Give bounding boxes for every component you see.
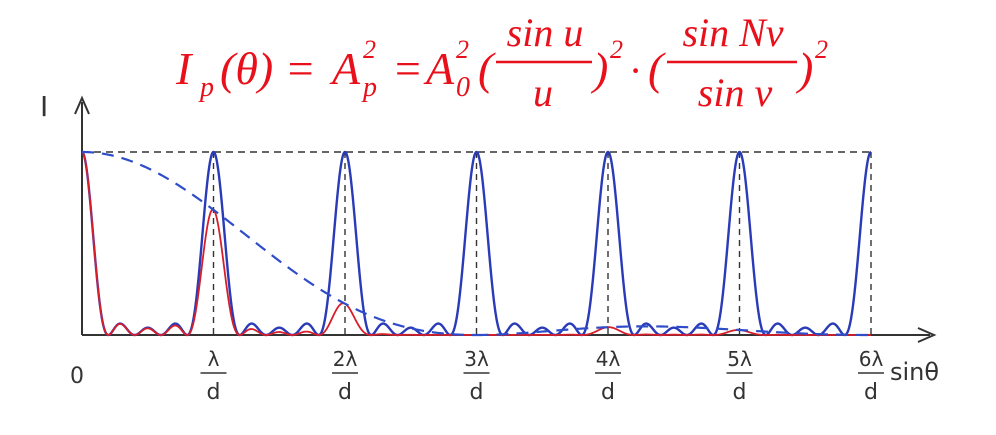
grating-interference-curve [81, 150, 872, 337]
formula-square-1: 2 [610, 35, 623, 64]
tick-label-denominator-5: d [733, 380, 747, 405]
formula-A-p-subscript: p [361, 72, 377, 103]
formula-equals-2: = [392, 43, 423, 94]
tick-label-numerator-6: 6λ [859, 347, 884, 371]
formula-lparen-2: ( [648, 43, 666, 94]
tick-label-numerator-1: λ [208, 347, 220, 371]
formula-lparen-1: ( [478, 43, 496, 94]
formula-frac2-numerator: sin Nv [682, 10, 783, 55]
formula-A-0-superscript: 2 [456, 35, 469, 64]
tick-label-numerator-3: 3λ [464, 347, 489, 371]
formula-frac1-numerator: sin u [507, 10, 584, 55]
axes: I sinθ 0 [40, 90, 939, 389]
single-slit-envelope-secondary [476, 325, 871, 337]
formula-I: I [175, 43, 194, 94]
tick-label-denominator-2: d [338, 380, 352, 405]
formula-A-p-superscript: 2 [363, 35, 376, 64]
single-slit-envelope-central [81, 150, 477, 337]
x-axis-arrow [917, 327, 937, 343]
formula-A-p: A [329, 43, 361, 94]
tick-label-numerator-5: 5λ [727, 347, 752, 371]
x-axis-label: sinθ [890, 358, 939, 386]
guide-lines [82, 151, 872, 335]
intensity-curves [81, 150, 872, 337]
formula-A-0: A [423, 43, 455, 94]
formula-square-2: 2 [815, 35, 828, 64]
tick-label-numerator-2: 2λ [333, 347, 358, 371]
formula-rparen-1: ) [590, 43, 608, 94]
formula-dot: · [630, 48, 640, 93]
tick-label-denominator-1: d [207, 380, 221, 405]
y-axis-arrow [74, 95, 90, 115]
formula-I-subscript: p [198, 72, 214, 103]
intensity-formula: I p (θ) = A 2 p = A 2 0 ( sin u u ) 2 · … [175, 10, 828, 115]
formula-lhs-arg: (θ) = [220, 43, 316, 94]
formula-rparen-2: ) [795, 43, 813, 94]
tick-label-denominator-4: d [601, 380, 615, 405]
tick-label-denominator-6: d [864, 380, 878, 405]
y-axis-label: I [40, 90, 48, 123]
formula-frac2-denominator: sin v [698, 70, 773, 115]
origin-label: 0 [70, 364, 84, 389]
tick-label-numerator-4: 4λ [596, 347, 621, 371]
tick-label-denominator-3: d [470, 380, 484, 405]
formula-frac1-denominator: u [533, 70, 553, 115]
formula-A-0-subscript: 0 [456, 72, 470, 103]
